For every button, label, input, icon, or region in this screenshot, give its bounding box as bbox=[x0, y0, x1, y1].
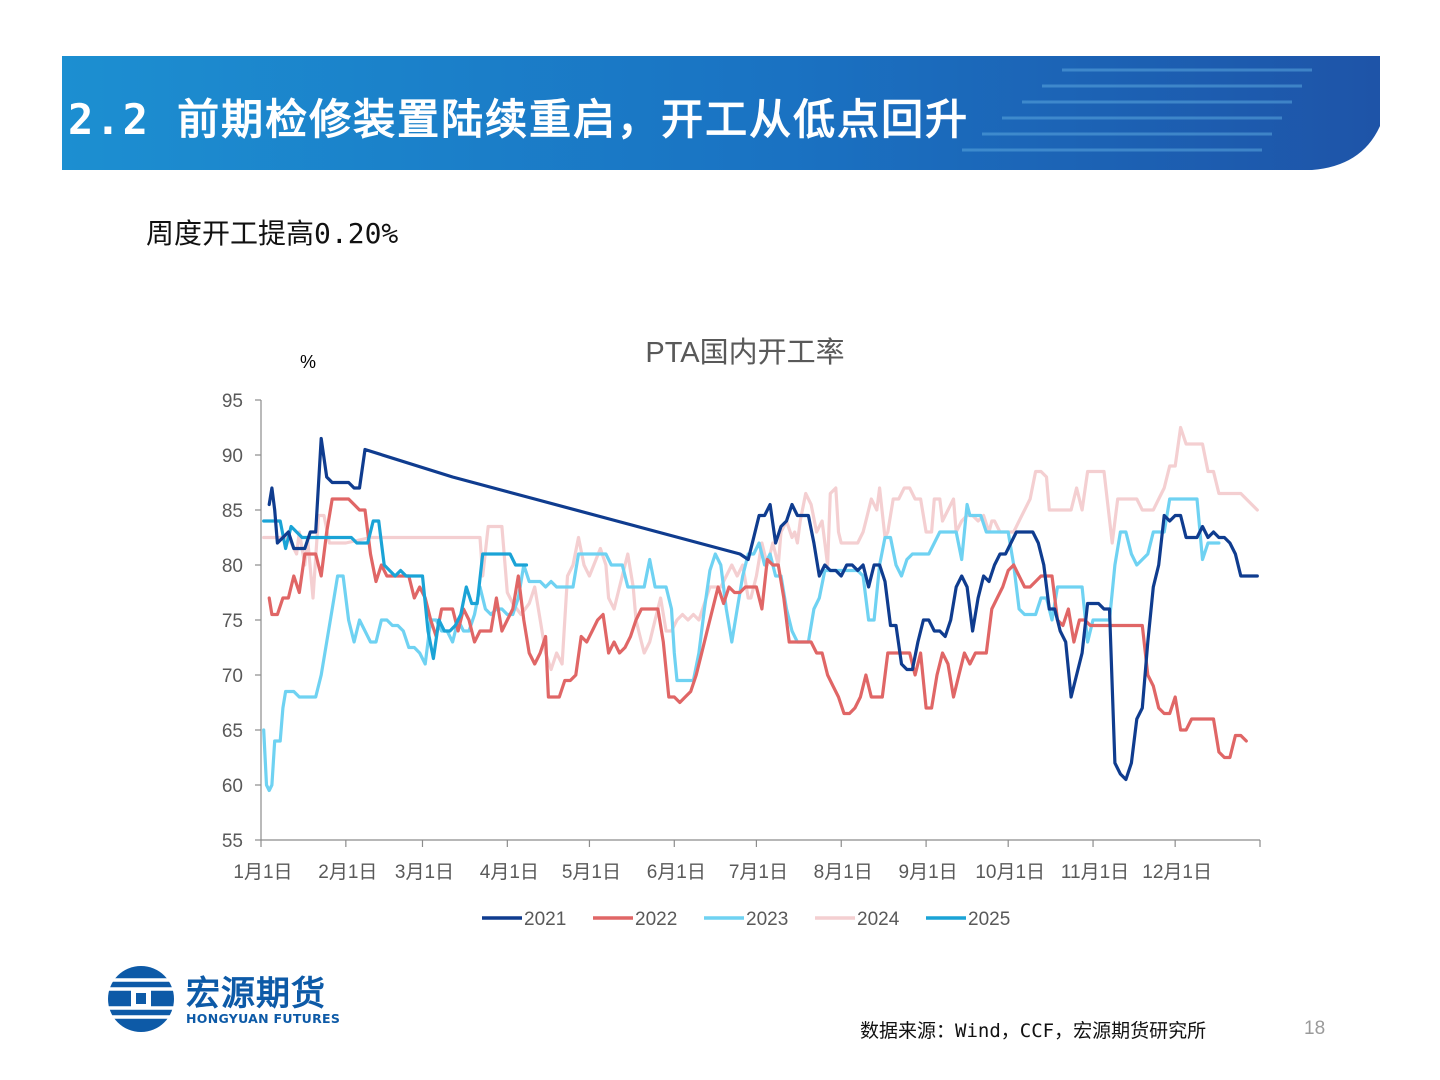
x-tick-label: 6月1日 bbox=[647, 862, 706, 883]
y-tick-label: 90 bbox=[222, 446, 243, 467]
series-line-2022 bbox=[267, 497, 1248, 760]
y-tick-label: 95 bbox=[222, 391, 243, 412]
x-tick-label: 2月1日 bbox=[318, 862, 377, 883]
y-tick-label: 70 bbox=[222, 666, 243, 687]
legend-label-2021: 2021 bbox=[524, 909, 566, 930]
x-tick-label: 8月1日 bbox=[814, 862, 873, 883]
page-title: 2.2 前期检修装置陆续重启，开工从低点回升 bbox=[68, 95, 970, 144]
legend-label-2025: 2025 bbox=[968, 909, 1010, 930]
slide-subtitle: 周度开工提高0.20% bbox=[146, 217, 399, 250]
y-tick-label: 75 bbox=[222, 611, 243, 632]
x-tick-label: 9月1日 bbox=[899, 862, 958, 883]
y-tick-label: 80 bbox=[222, 556, 243, 577]
series-layer bbox=[262, 425, 1259, 793]
y-tick-label: 60 bbox=[222, 776, 243, 797]
data-source-note: 数据来源：Wind，CCF，宏源期货研究所 bbox=[860, 1020, 1207, 1042]
chart-title: PTA国内开工率 bbox=[645, 336, 844, 369]
y-axis-unit-label: % bbox=[300, 352, 316, 372]
x-tick-label: 1月1日 bbox=[233, 862, 292, 883]
y-tick-label: 85 bbox=[222, 501, 243, 522]
x-tick-label: 12月1日 bbox=[1142, 862, 1212, 883]
series-line-2021 bbox=[267, 436, 1259, 782]
chart-legend: 2021 2022 2023 2024 2025 bbox=[482, 909, 1010, 930]
y-axis: 95 90 85 80 75 70 65 60 55 bbox=[222, 391, 261, 852]
y-tick-label: 55 bbox=[222, 831, 243, 852]
legend-label-2023: 2023 bbox=[746, 909, 788, 930]
legend-label-2024: 2024 bbox=[857, 909, 900, 930]
header-banner bbox=[62, 56, 1380, 170]
series-line-2023 bbox=[262, 497, 1221, 793]
y-tick-label: 65 bbox=[222, 721, 243, 742]
x-tick-label: 11月1日 bbox=[1061, 862, 1129, 883]
page-number: 18 bbox=[1304, 1018, 1326, 1039]
x-tick-label: 10月1日 bbox=[975, 862, 1045, 883]
x-tick-label: 4月1日 bbox=[480, 862, 539, 883]
x-tick-label: 5月1日 bbox=[562, 862, 621, 883]
x-tick-label: 7月1日 bbox=[729, 862, 788, 883]
logo-text-cn: 宏源期货 bbox=[186, 974, 326, 1014]
x-tick-label: 3月1日 bbox=[395, 862, 454, 883]
legend-label-2022: 2022 bbox=[635, 909, 677, 930]
hongyuan-logo-icon bbox=[106, 966, 176, 1032]
logo-text-en: HONGYUAN FUTURES bbox=[186, 1011, 341, 1026]
series-line-2025 bbox=[262, 519, 529, 661]
x-axis: 1月1日 2月1日 3月1日 4月1日 5月1日 6月1日 7月1日 8月1日 9月1日 10月1… bbox=[233, 840, 1261, 883]
